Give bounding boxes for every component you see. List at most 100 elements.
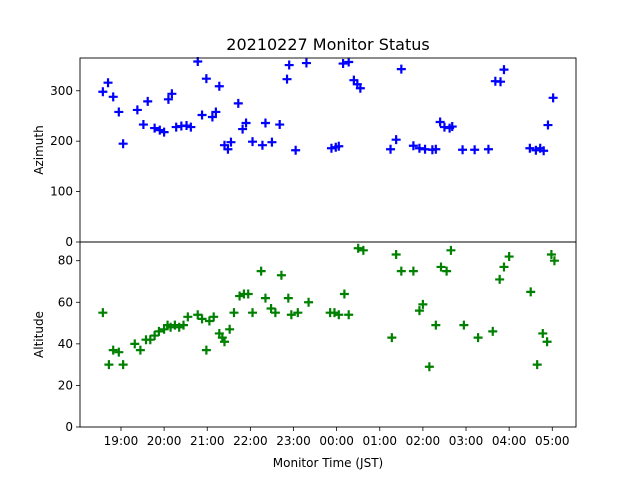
altitude-data-point xyxy=(499,262,509,272)
altitude-data-point xyxy=(108,345,118,355)
altitude-data-point xyxy=(396,266,406,276)
azimuth-axes: 0 100 200 300 Azimuth xyxy=(32,57,577,249)
azimuth-data-point xyxy=(201,74,211,84)
azimuth-data-point xyxy=(138,120,148,130)
altitude-data-point xyxy=(549,256,559,266)
azimuth-data-point xyxy=(496,77,506,87)
altitude-data-point xyxy=(334,310,344,320)
azimuth-data-point xyxy=(207,112,217,122)
altitude-data-point xyxy=(260,293,270,303)
altitude-data-point xyxy=(154,326,164,336)
altitude-data-point xyxy=(283,293,293,303)
altitude-data-point xyxy=(473,333,483,343)
altitude-data-point xyxy=(538,328,548,338)
azimuth-y-tick-label: 100 xyxy=(50,185,73,199)
altitude-data-point xyxy=(266,304,276,314)
altitude-data-point xyxy=(204,316,214,326)
altitude-data-point xyxy=(542,337,552,347)
altitude-data-point xyxy=(197,314,207,324)
azimuth-data-point xyxy=(408,141,418,151)
altitude-data-point xyxy=(183,312,193,322)
x-tick-label: 00:00 xyxy=(319,434,354,448)
altitude-data-point xyxy=(526,287,536,297)
altitude-y-tick-label: 0 xyxy=(65,420,73,434)
altitude-frame xyxy=(79,241,577,428)
altitude-data-point xyxy=(293,308,303,318)
altitude-data-point xyxy=(387,333,397,343)
azimuth-data-point xyxy=(182,121,192,131)
x-tick-label: 20:00 xyxy=(147,434,182,448)
altitude-data-point xyxy=(339,289,349,299)
azimuth-data-point xyxy=(98,87,108,97)
altitude-data-point xyxy=(495,274,505,284)
altitude-data-point xyxy=(424,362,434,372)
altitude-data-point xyxy=(130,339,140,349)
azimuth-data-point xyxy=(386,144,396,154)
altitude-data-point xyxy=(358,245,368,255)
azimuth-data-point xyxy=(355,83,365,93)
x-tick-label: 02:00 xyxy=(406,434,441,448)
altitude-data-point xyxy=(276,270,286,280)
azimuth-data-point xyxy=(431,144,441,154)
altitude-data-point xyxy=(408,266,418,276)
azimuth-data-point xyxy=(291,145,301,155)
azimuth-data-point xyxy=(163,94,173,104)
azimuth-data-point xyxy=(197,110,207,120)
azimuth-data-point xyxy=(211,107,221,117)
altitude-data-point xyxy=(546,249,556,259)
altitude-data-point xyxy=(391,249,401,259)
azimuth-data-point xyxy=(257,140,267,150)
azimuth-data-point xyxy=(103,78,113,88)
azimuth-data-point xyxy=(458,145,468,155)
azimuth-data-point xyxy=(132,105,142,115)
altitude-data-point xyxy=(229,308,239,318)
azimuth-y-tick-label: 300 xyxy=(50,84,73,98)
azimuth-data-point xyxy=(214,81,224,91)
altitude-data-point xyxy=(118,360,128,370)
altitude-data-point xyxy=(219,337,229,347)
altitude-data-point xyxy=(270,308,280,318)
altitude-data-point xyxy=(98,308,108,318)
azimuth-y-tick-label: 200 xyxy=(50,134,73,148)
azimuth-data-point xyxy=(396,64,406,74)
x-axis-label: Monitor Time (JST) xyxy=(273,456,383,470)
azimuth-data-point xyxy=(114,107,124,117)
altitude-data-point xyxy=(179,320,189,330)
altitude-axes: 0 20 40 60 80 Altitude xyxy=(32,241,577,434)
altitude-data-point xyxy=(504,252,514,262)
altitude-data-point xyxy=(418,299,428,309)
azimuth-data-point xyxy=(334,141,344,151)
azimuth-data-point xyxy=(248,137,258,147)
azimuth-data-point xyxy=(435,117,445,127)
azimuth-data-point xyxy=(186,122,196,132)
altitude-data-point xyxy=(488,326,498,336)
altitude-data-point xyxy=(225,324,235,334)
azimuth-data-point xyxy=(193,57,203,67)
altitude-data-point xyxy=(431,320,441,330)
azimuth-data-point xyxy=(499,65,509,75)
azimuth-data-point xyxy=(301,58,311,68)
azimuth-series xyxy=(98,57,558,156)
azimuth-data-point xyxy=(344,57,354,67)
azimuth-data-point xyxy=(391,135,401,145)
azimuth-data-point xyxy=(338,59,348,69)
azimuth-data-point xyxy=(284,60,294,70)
altitude-data-point xyxy=(150,331,160,341)
altitude-data-point xyxy=(248,308,258,318)
azimuth-data-point xyxy=(267,137,277,147)
altitude-data-point xyxy=(532,360,542,370)
altitude-data-point xyxy=(442,266,452,276)
altitude-y-tick-label: 40 xyxy=(58,337,73,351)
azimuth-data-point xyxy=(150,123,160,133)
x-tick-label: 03:00 xyxy=(449,434,484,448)
azimuth-data-point xyxy=(543,120,553,130)
altitude-data-point xyxy=(145,335,155,345)
altitude-data-point xyxy=(104,360,114,370)
altitude-data-point xyxy=(193,310,203,320)
azimuth-data-point xyxy=(108,92,118,102)
azimuth-data-point xyxy=(447,122,457,132)
altitude-y-tick-label: 60 xyxy=(58,295,73,309)
azimuth-data-point xyxy=(118,139,128,149)
azimuth-data-point xyxy=(241,118,251,128)
azimuth-data-point xyxy=(143,96,153,106)
